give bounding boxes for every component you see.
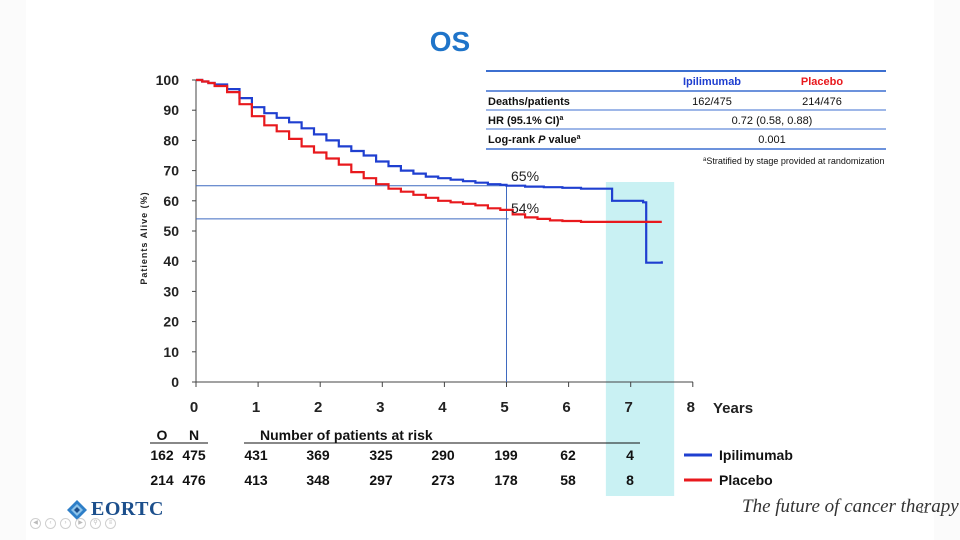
x-ticks: 0 1 2 3 4 5 6 7 8 [190,382,695,416]
y-axis-label: Patients Alive (%) [139,191,149,284]
risk-count: 413 [244,472,268,488]
x-tick-label: 5 [500,399,508,416]
risk-count: 273 [431,472,455,488]
stats-row-deaths-ipi: 162/475 [692,96,732,108]
nav-next-icon[interactable]: › [60,518,71,529]
highlight-band [605,182,675,496]
stats-row-hr-value: 0.72 (0.58, 0.88) [732,115,813,127]
ipi-5y-annotation: 65% [511,168,539,184]
risk-table-title: Number of patients at risk [260,427,433,443]
y-tick-label: 0 [171,374,179,390]
risk-count: 290 [431,447,455,463]
stats-header-ipilimumab: Ipilimumab [683,76,741,88]
risk-col-o: O [157,427,168,443]
stats-row-deaths-placebo: 214/476 [802,96,842,108]
risk-n-value: 475 [182,447,206,463]
risk-count: 369 [306,447,330,463]
stats-row-deaths-label: Deaths/patients [488,96,570,108]
stats-row-logrank-label: Log-rank P valuea [488,134,581,146]
series-group [196,78,663,264]
risk-col-n: N [189,427,199,443]
nav-first-icon[interactable]: ◀ [30,518,41,529]
slide-edge-left [0,0,26,540]
placebo-5y-annotation: 54% [511,200,539,216]
tagline: The future of cancer therapy [742,496,959,517]
risk-count: 431 [244,447,268,463]
x-tick-label: 4 [438,399,447,416]
legend-label-placebo: Placebo [719,472,773,488]
slide-edge-right [934,0,960,540]
risk-o-value: 162 [150,447,174,463]
nav-last-icon[interactable]: ▶ [75,518,86,529]
risk-count: 62 [560,447,576,463]
stats-table: Ipilimumab Placebo Deaths/patients 162/4… [486,70,886,166]
risk-count: 297 [369,472,393,488]
risk-table: O N Number of patients at risk 162 475 431… [150,427,793,488]
eortc-logo: EORTC [66,498,164,521]
risk-rows: 162 475 431 369 325 290 199 62 4 Ipilimumab 214 476… [150,447,793,488]
x-tick-label: 8 [687,399,695,416]
y-tick-label: 100 [156,72,180,88]
risk-count: 58 [560,472,576,488]
zoom-icon[interactable]: ⚲ [90,518,101,529]
legend-label-ipilimumab: Ipilimumab [719,447,793,463]
series-line-ipilimumab [196,78,663,264]
risk-count: 178 [494,472,518,488]
eortc-logo-text: EORTC [91,498,164,520]
risk-count: 325 [369,447,393,463]
x-tick-label: 1 [252,399,260,416]
stats-header-placebo: Placebo [801,76,843,88]
y-tick-label: 70 [163,163,179,179]
reference-lines [196,185,509,382]
nav-prev-icon[interactable]: ‹ [45,518,56,529]
y-tick-label: 20 [163,314,179,330]
x-tick-label: 2 [314,399,322,416]
x-tick-label: 3 [376,399,384,416]
y-tick-label: 50 [163,223,179,239]
y-tick-label: 40 [163,253,179,269]
eortc-logo-icon [67,499,87,520]
risk-o-value: 214 [150,472,174,488]
stats-row-hr-label: HR (95.1% CI)a [488,115,564,127]
slide-title: OS [429,26,471,57]
page-number: 11 [919,505,929,515]
y-tick-label: 60 [163,193,179,209]
risk-count: 348 [306,472,330,488]
y-tick-label: 10 [163,344,179,360]
menu-icon[interactable]: ≡ [105,518,116,529]
y-tick-label: 90 [163,102,179,118]
series-line-placebo [196,78,662,223]
risk-n-value: 476 [182,472,206,488]
x-tick-label: 0 [190,399,198,416]
risk-count: 199 [494,447,518,463]
x-tick-label: 6 [562,399,570,416]
risk-count: 8 [626,472,634,488]
y-tick-label: 80 [163,132,179,148]
x-tick-label: 7 [625,399,633,416]
stats-footnote: aStratified by stage provided at randomi… [703,156,884,166]
stats-row-logrank-value: 0.001 [758,134,786,146]
slide-navigation[interactable]: ◀ ‹ › ▶ ⚲ ≡ [30,518,116,529]
x-axis-label: Years [713,400,753,417]
risk-count: 4 [626,447,634,463]
y-tick-label: 30 [163,283,179,299]
